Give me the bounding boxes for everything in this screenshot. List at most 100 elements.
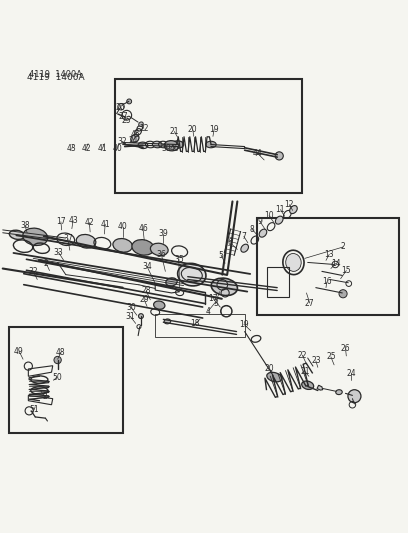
Bar [9,327,123,433]
Text: 5: 5 [219,251,224,260]
Bar [267,266,289,297]
Text: 32: 32 [117,137,126,146]
Ellipse shape [286,254,301,271]
Text: 4119  1400A: 4119 1400A [27,72,85,82]
Text: 19: 19 [239,320,248,329]
Text: 4: 4 [206,306,211,316]
Text: 28: 28 [142,286,151,295]
Ellipse shape [131,134,139,142]
Ellipse shape [76,235,96,248]
Text: 36: 36 [156,250,166,259]
Bar [155,313,245,337]
Text: 8: 8 [250,224,254,233]
Circle shape [127,99,132,104]
Text: 43: 43 [68,216,78,225]
Text: 24: 24 [128,136,137,145]
Ellipse shape [267,373,282,382]
Text: 45: 45 [131,130,141,139]
Ellipse shape [177,263,206,286]
Text: 24: 24 [346,368,356,377]
Text: 7: 7 [242,232,246,241]
Text: 22: 22 [298,351,307,360]
Ellipse shape [23,228,48,246]
Text: 41: 41 [100,220,110,229]
Ellipse shape [154,301,165,309]
Text: 42: 42 [84,218,94,227]
Text: 39: 39 [162,144,171,153]
Text: 46: 46 [138,224,148,233]
Circle shape [275,152,283,160]
Text: 17: 17 [56,217,66,227]
Text: 20: 20 [264,365,274,374]
Bar [115,79,302,193]
Ellipse shape [138,142,148,149]
Text: 19: 19 [209,125,219,134]
Ellipse shape [259,229,267,237]
Text: 21: 21 [300,367,310,376]
Ellipse shape [206,141,216,148]
Ellipse shape [241,244,248,252]
Ellipse shape [139,122,143,126]
Text: 43: 43 [67,144,77,153]
Bar [257,217,399,316]
Ellipse shape [113,239,133,252]
Ellipse shape [171,141,184,148]
Ellipse shape [164,142,174,149]
Text: 44: 44 [253,149,262,158]
Text: 35: 35 [174,255,184,264]
Text: 14: 14 [331,259,341,268]
Text: 25: 25 [121,116,131,125]
Text: 26: 26 [341,344,350,353]
Ellipse shape [139,313,144,319]
Text: 21: 21 [170,127,179,136]
Text: 37: 37 [63,235,73,244]
Text: 13: 13 [324,250,334,259]
Text: 29: 29 [139,295,149,303]
Ellipse shape [336,390,342,394]
Text: 34: 34 [142,262,152,271]
Ellipse shape [275,216,283,224]
Text: 11: 11 [276,205,285,214]
Ellipse shape [152,141,162,148]
Text: 22: 22 [139,124,149,133]
Text: 39: 39 [158,230,168,238]
Text: 2: 2 [42,392,47,401]
Circle shape [348,390,361,403]
Polygon shape [317,385,323,390]
Text: 20: 20 [188,125,197,134]
Text: 40: 40 [118,222,128,231]
Text: 38: 38 [20,221,30,230]
Text: 18: 18 [190,319,200,328]
Circle shape [339,289,347,298]
Text: 49: 49 [14,346,24,356]
Ellipse shape [132,240,154,255]
Text: 40: 40 [113,144,123,153]
Ellipse shape [164,319,171,324]
Text: 33: 33 [53,248,63,257]
Text: 17: 17 [208,294,218,303]
Ellipse shape [164,141,179,151]
Text: 51: 51 [29,405,39,414]
Text: 31: 31 [125,312,135,321]
Text: 15: 15 [341,266,351,275]
Ellipse shape [302,381,314,390]
Text: 42: 42 [81,144,91,153]
Text: 16: 16 [322,278,332,286]
Text: 9: 9 [258,217,263,227]
Text: 32: 32 [29,267,38,276]
Text: 41: 41 [98,144,107,153]
Text: 48: 48 [56,348,66,357]
Text: 50: 50 [52,373,62,382]
Text: 4119  1400A: 4119 1400A [29,70,82,79]
Text: 3: 3 [213,300,218,309]
Text: 27: 27 [119,111,128,120]
Text: 30: 30 [126,303,136,312]
Text: 10: 10 [264,211,274,220]
Text: 25: 25 [326,352,336,361]
Circle shape [54,357,61,364]
Text: 12: 12 [285,200,294,209]
Ellipse shape [211,278,237,295]
Text: 46: 46 [170,144,180,153]
Text: 6: 6 [228,238,233,247]
Text: 2: 2 [341,243,346,252]
